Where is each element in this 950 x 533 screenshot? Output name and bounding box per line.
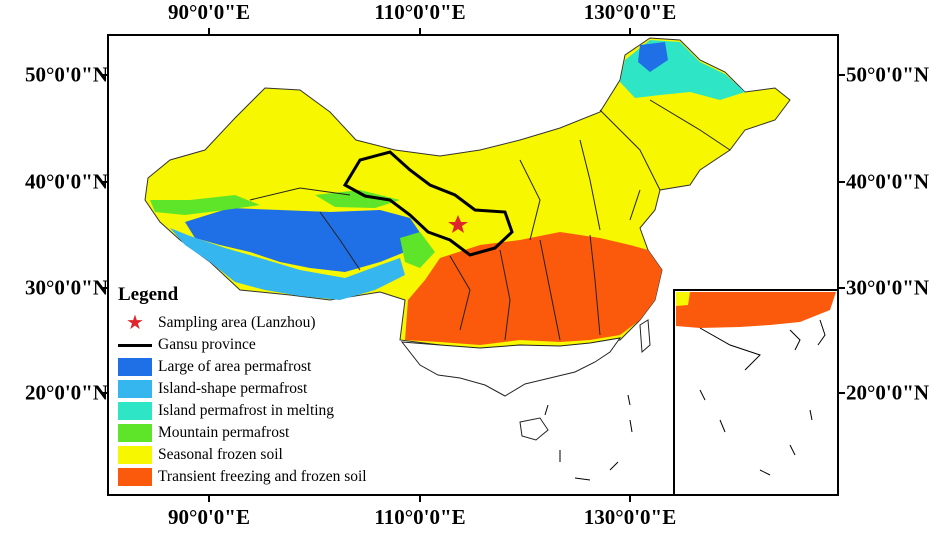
right-tick-label: 50°0'0"N [846, 62, 930, 87]
legend-label: Transient freezing and frozen soil [158, 468, 367, 485]
inset-seasonal-corner [676, 292, 690, 306]
inset-transient-strip [676, 292, 836, 328]
left-tick-label: 40°0'0"N [24, 169, 108, 194]
inset-coastline [699, 319, 826, 371]
right-tick-label: 30°0'0"N [846, 275, 930, 300]
swatch-icon [118, 380, 152, 398]
legend-label: Gansu province [158, 336, 256, 353]
taiwan-island [639, 319, 651, 354]
swatch-icon [118, 446, 152, 464]
legend-item-island-permafrost-melting: Island permafrost in melting [118, 400, 458, 422]
legend-item-seasonal-frozen-soil: Seasonal frozen soil [118, 444, 458, 466]
legend-item-island-shape-permafrost: Island-shape permafrost [118, 378, 458, 400]
swatch-icon [118, 402, 152, 420]
bottom-tick-label: 130°0'0"E [583, 505, 677, 529]
large-area-permafrost-region [185, 208, 425, 272]
legend-label: Mountain permafrost [158, 424, 290, 441]
swatch-icon [118, 358, 152, 376]
legend-label: Sampling area (Lanzhou) [158, 314, 316, 331]
legend-item-sampling-area: ★ Sampling area (Lanzhou) [118, 312, 458, 334]
hainan-island [519, 417, 549, 441]
swatch-icon [118, 468, 152, 486]
legend: Legend ★ Sampling area (Lanzhou) Gansu p… [118, 284, 458, 488]
island-shape-permafrost-region [170, 228, 405, 300]
legend-label: Island-shape permafrost [158, 380, 308, 397]
left-tick-label: 50°0'0"N [24, 62, 108, 87]
legend-item-large-area-permafrost: Large of area permafrost [118, 356, 458, 378]
ne-large-permafrost-region [638, 42, 668, 72]
legend-label: Seasonal frozen soil [158, 446, 283, 463]
transient-freezing-region [405, 232, 662, 345]
star-icon: ★ [126, 312, 144, 334]
tick-marks [101, 28, 845, 502]
left-tick-label: 30°0'0"N [24, 275, 108, 300]
legend-label: Island permafrost in melting [158, 402, 335, 419]
legend-item-transient-freezing: Transient freezing and frozen soil [118, 466, 458, 488]
mountain-permafrost-region [150, 190, 435, 268]
right-tick-label: 40°0'0"N [846, 169, 930, 194]
top-tick-label: 110°0'0"E [374, 0, 466, 24]
right-tick-label: 20°0'0"N [846, 380, 930, 405]
line-icon [118, 343, 152, 347]
left-tick-label: 20°0'0"N [24, 380, 108, 405]
top-tick-label: 90°0'0"E [168, 0, 250, 24]
bottom-tick-label: 110°0'0"E [374, 505, 466, 529]
south-china-sea-dashes [544, 394, 633, 481]
inset-dashes [699, 389, 813, 476]
legend-label: Large of area permafrost [158, 358, 312, 375]
legend-item-mountain-permafrost: Mountain permafrost [118, 422, 458, 444]
legend-title: Legend [118, 284, 179, 305]
province-boundaries [249, 99, 731, 341]
bottom-tick-label: 90°0'0"E [168, 505, 250, 529]
top-tick-label: 130°0'0"E [583, 0, 677, 24]
gansu-province-outline [342, 150, 514, 257]
swatch-icon [118, 424, 152, 442]
south-coastal-region [400, 337, 622, 397]
legend-item-gansu-province: Gansu province [118, 334, 458, 356]
sampling-area-star [448, 215, 468, 233]
